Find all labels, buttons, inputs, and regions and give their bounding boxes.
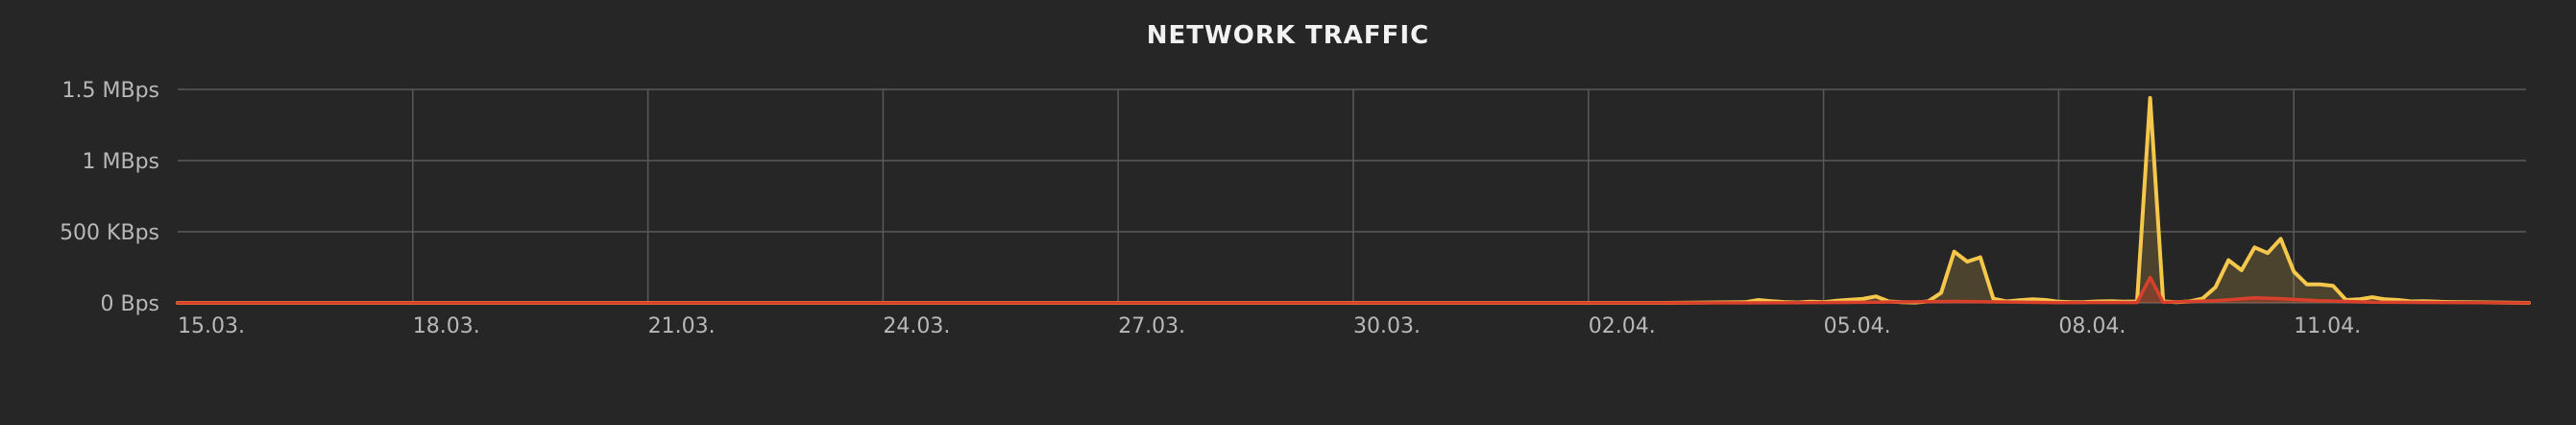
chart-title: NETWORK TRAFFIC xyxy=(1146,21,1430,50)
y-tick-label: 1 MBps xyxy=(83,150,160,174)
series-1-line xyxy=(176,275,2531,305)
series-0-area xyxy=(178,97,2529,304)
x-tick-label: 15.03. xyxy=(178,314,245,338)
y-tick-label: 0 Bps xyxy=(100,292,159,316)
x-tick-label: 24.03. xyxy=(883,314,950,338)
x-tick-label: 05.04. xyxy=(1824,314,1891,338)
y-tick-label: 1.5 MBps xyxy=(62,79,159,103)
x-tick-label: 08.04. xyxy=(2058,314,2126,338)
x-tick-label: 27.03. xyxy=(1118,314,1185,338)
x-tick-label: 21.03. xyxy=(648,314,716,338)
x-tick-label: 02.04. xyxy=(1589,314,1656,338)
x-tick-label: 11.04. xyxy=(2294,314,2361,338)
x-tick-label: 18.03. xyxy=(413,314,480,338)
x-tick-label: 30.03. xyxy=(1353,314,1421,338)
y-tick-label: 500 KBps xyxy=(60,221,159,245)
